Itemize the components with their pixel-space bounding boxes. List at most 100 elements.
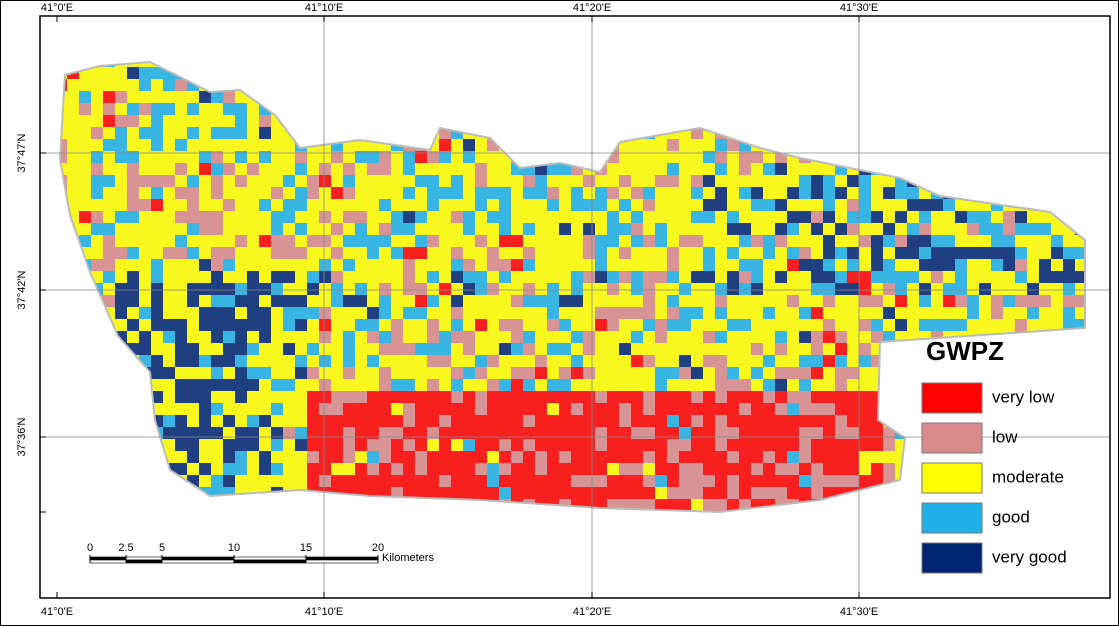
raster-cell (223, 199, 235, 211)
raster-cell (187, 223, 199, 235)
raster-cell (283, 319, 295, 331)
raster-cell (751, 439, 763, 451)
raster-cell (655, 343, 667, 355)
legend-swatch (922, 543, 982, 573)
raster-cell (787, 223, 799, 235)
raster-cell (511, 355, 523, 367)
raster-cell (151, 355, 163, 367)
raster-cell (187, 367, 199, 379)
raster-cell (679, 451, 691, 463)
raster-cell (643, 283, 655, 295)
raster-cell (679, 487, 691, 499)
raster-cell (511, 367, 523, 379)
raster-cell (823, 463, 835, 475)
raster-cell (643, 307, 655, 319)
raster-cell (235, 307, 247, 319)
raster-cell (667, 139, 679, 151)
raster-cell (775, 475, 787, 487)
raster-cell (295, 475, 307, 487)
raster-cell (1051, 247, 1063, 259)
raster-cell (607, 487, 619, 499)
raster-cell (583, 391, 595, 403)
raster-cell (199, 163, 211, 175)
raster-cell (223, 211, 235, 223)
raster-cell (607, 211, 619, 223)
raster-cell (655, 307, 667, 319)
raster-cell (283, 211, 295, 223)
raster-cell (523, 391, 535, 403)
raster-cell (955, 283, 967, 295)
raster-cell (907, 283, 919, 295)
raster-cell (835, 175, 847, 187)
raster-cell (487, 307, 499, 319)
raster-cell (487, 415, 499, 427)
raster-cell (583, 259, 595, 271)
raster-cell (571, 391, 583, 403)
raster-cell (223, 295, 235, 307)
raster-cell (151, 211, 163, 223)
raster-cell (931, 283, 943, 295)
raster-cell (115, 91, 127, 103)
raster-cell (427, 199, 439, 211)
raster-cell (763, 235, 775, 247)
raster-cell (343, 319, 355, 331)
raster-cell (715, 223, 727, 235)
raster-cell (307, 295, 319, 307)
raster-cell (391, 319, 403, 331)
raster-cell (139, 223, 151, 235)
raster-cell (859, 415, 871, 427)
raster-cell (535, 439, 547, 451)
raster-cell (391, 175, 403, 187)
raster-cell (1003, 283, 1015, 295)
raster-cell (307, 343, 319, 355)
raster-cell (787, 355, 799, 367)
raster-cell (703, 247, 715, 259)
raster-cell (655, 487, 667, 499)
raster-cell (523, 187, 535, 199)
raster-cell (799, 439, 811, 451)
raster-cell (535, 283, 547, 295)
raster-cell (859, 475, 871, 487)
raster-cell (763, 331, 775, 343)
raster-cell (907, 223, 919, 235)
raster-cell (1027, 319, 1039, 331)
raster-cell (643, 163, 655, 175)
raster-cell (595, 439, 607, 451)
raster-cell (619, 343, 631, 355)
raster-cell (271, 235, 283, 247)
raster-cell (703, 211, 715, 223)
raster-cell (115, 223, 127, 235)
raster-cell (1051, 223, 1063, 235)
raster-cell (163, 271, 175, 283)
raster-cell (199, 415, 211, 427)
raster-cell (931, 271, 943, 283)
raster-cell (199, 247, 211, 259)
raster-cell (775, 451, 787, 463)
raster-cell (187, 451, 199, 463)
raster-cell (739, 271, 751, 283)
raster-cell (427, 283, 439, 295)
raster-cell (115, 67, 127, 79)
raster-cell (319, 403, 331, 415)
raster-cell (763, 307, 775, 319)
raster-cell (667, 283, 679, 295)
raster-cell (727, 451, 739, 463)
raster-cell (379, 223, 391, 235)
raster-cell (175, 199, 187, 211)
raster-cell (403, 307, 415, 319)
raster-cell (463, 199, 475, 211)
raster-cell (715, 403, 727, 415)
raster-cell (295, 319, 307, 331)
raster-cell (331, 211, 343, 223)
raster-cell (331, 415, 343, 427)
raster-cell (607, 355, 619, 367)
raster-cell (295, 163, 307, 175)
raster-cell (247, 259, 259, 271)
raster-cell (523, 235, 535, 247)
raster-cell (211, 379, 223, 391)
raster-cell (547, 283, 559, 295)
raster-cell (823, 439, 835, 451)
raster-cell (871, 271, 883, 283)
raster-cell (583, 295, 595, 307)
raster-cell (1063, 307, 1075, 319)
